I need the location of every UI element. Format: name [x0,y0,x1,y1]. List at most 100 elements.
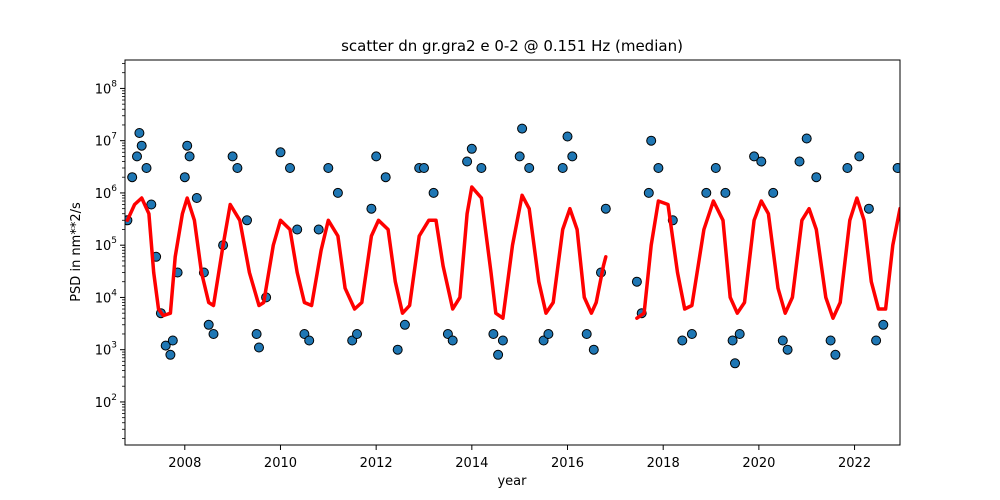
data-point [227,151,238,162]
data-point [646,135,657,146]
data-point [677,335,688,346]
x-tick-label: 2008 [168,456,201,471]
data-point [863,203,874,214]
data-point [146,199,157,210]
data-point [419,163,429,173]
data-point [524,163,535,173]
x-tick-label: 2014 [455,456,488,471]
data-point [134,128,145,138]
data-point [710,163,721,173]
data-point [567,151,578,162]
y-tick-label: 106 [95,184,118,202]
data-point [811,172,822,183]
data-point [643,187,654,198]
data-point [304,335,315,346]
y-tick-label: 103 [95,341,117,359]
data-point [768,187,779,198]
data-point [600,203,611,214]
y-tick-label: 104 [95,288,118,306]
data-point [476,163,487,173]
data-point [830,349,841,360]
data-point [160,340,171,351]
y-tick-label: 108 [95,79,118,97]
data-point [777,335,788,346]
data-point [208,329,219,339]
data-point [352,329,362,339]
y-tick-label: 107 [95,132,117,150]
x-axis-label: year [497,474,527,489]
data-point [179,172,190,183]
plot-area [125,123,900,369]
data-point [794,156,805,167]
data-point [254,342,264,353]
data-point [366,203,377,214]
data-point [127,172,138,183]
data-point [132,151,142,162]
data-point [543,329,554,339]
data-point [242,215,252,226]
data-point [734,329,745,339]
data-point [588,344,599,355]
data-point [517,123,528,134]
data-point [854,151,865,162]
data-point [497,335,508,346]
data-point [447,335,458,346]
data-point [332,187,343,198]
scatter-series [125,123,900,369]
data-point [203,319,214,330]
data-point [285,163,295,173]
data-point [167,335,178,346]
data-point [749,151,760,162]
data-point [182,140,193,151]
axes-frame [124,59,901,446]
data-point [842,163,853,173]
data-point [825,335,836,346]
data-point [462,156,473,167]
data-point [557,163,568,173]
data-point [727,335,738,346]
data-point [275,147,286,158]
data-point [392,344,403,355]
x-tick-label: 2010 [264,456,297,471]
y-axis-label: PSD in nm**2/s [69,202,84,302]
y-axis: 102 103 104 105 106 107 108 [95,63,125,439]
data-point [720,187,731,198]
chart-title: scatter dn gr.gra2 e 0-2 @ 0.151 Hz (med… [341,37,683,55]
data-point [686,329,697,339]
data-point [782,344,793,355]
data-point [878,319,889,330]
median-line [125,185,900,320]
y-tick-label: 105 [95,236,117,254]
x-axis: 2008 2010 2012 2014 2016 2018 2020 2022 [168,445,871,471]
data-point [232,163,243,173]
x-tick-label: 2020 [742,456,775,471]
data-point [653,163,664,173]
data-point [292,224,303,235]
data-point [371,151,382,162]
data-point [466,143,477,154]
data-point [141,163,152,173]
data-point [581,329,592,339]
data-point [380,172,391,183]
data-point [493,349,504,360]
data-point [191,193,202,203]
data-point [801,133,812,144]
data-point [136,140,147,151]
data-point [756,156,767,167]
x-tick-label: 2016 [551,456,584,471]
y-tick-label: 102 [95,393,117,411]
data-point [730,358,740,369]
data-point [871,335,882,346]
data-point [514,151,525,162]
data-point [701,187,712,198]
data-point [562,131,573,142]
data-point [488,329,499,339]
data-point [313,224,324,235]
data-point [428,187,439,198]
data-point [631,276,642,287]
data-point [184,151,195,162]
data-point [251,329,262,339]
data-point [165,349,176,360]
